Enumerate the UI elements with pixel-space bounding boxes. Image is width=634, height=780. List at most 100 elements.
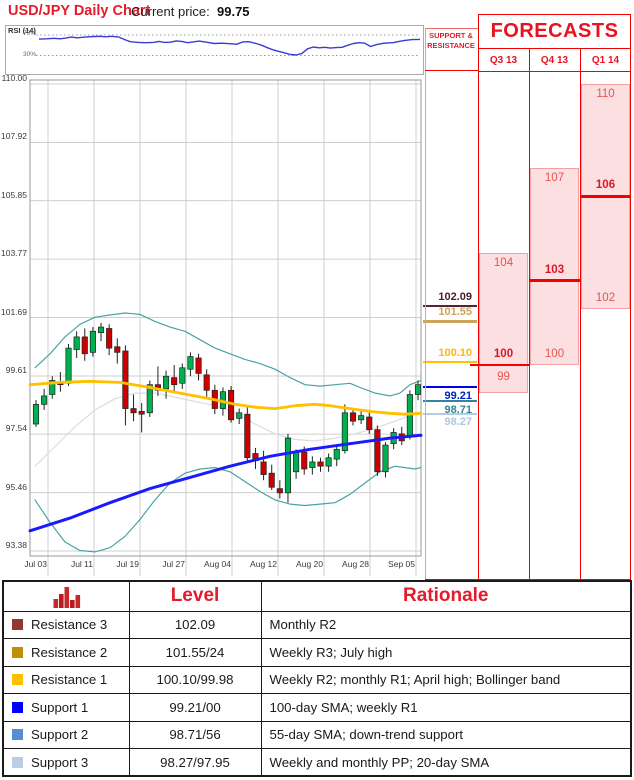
- legend-square-icon: [12, 701, 23, 713]
- candle: [414, 380, 422, 401]
- sr-line-101.55: [423, 320, 477, 323]
- rsi-upper-tick: 70%: [22, 30, 36, 37]
- sr-column-title: SUPPORT & RESISTANCE: [427, 31, 475, 50]
- forecast-high-label: 107: [544, 172, 565, 185]
- legend-square-icon: [12, 674, 23, 686]
- bar-chart-icon: [53, 587, 81, 609]
- x-tick-label: Jul 03: [24, 559, 47, 569]
- rsi-line: [38, 35, 421, 56]
- candle: [366, 412, 373, 434]
- forecast-central-line: [580, 195, 631, 198]
- y-tick-label: 101.69: [1, 306, 27, 317]
- sr-label-99.21: 99.21: [444, 389, 472, 402]
- rationale-cell: Weekly R3; July high: [260, 638, 632, 667]
- forecast-central-label: 103: [544, 263, 565, 276]
- levels-table-header: Level Rationale: [2, 580, 632, 612]
- forecast-range-Q4-13: [530, 168, 579, 365]
- forecast-high-label: 104: [493, 256, 514, 269]
- level-value-cell: 98.27/97.95: [128, 748, 262, 777]
- level-name-cell: Resistance 1: [2, 665, 130, 694]
- y-tick-label: 103.77: [1, 248, 27, 259]
- table-row: Resistance 3 102.09 Monthly R2: [2, 610, 632, 639]
- candle: [171, 365, 178, 392]
- forecast-central-label: 100: [493, 348, 514, 360]
- sma-20-line: [34, 392, 422, 467]
- candle: [154, 366, 161, 396]
- legend-square-icon: [12, 619, 23, 631]
- forecast-low-label: 99: [497, 371, 510, 383]
- candle: [162, 370, 170, 399]
- candle: [325, 453, 332, 472]
- candle: [349, 408, 357, 426]
- candle: [309, 456, 316, 475]
- rationale-cell: 100-day SMA; weekly R1: [260, 693, 632, 722]
- level-header: Level: [128, 580, 262, 612]
- candle: [260, 450, 267, 481]
- candle: [374, 425, 381, 476]
- rationale-cell: Monthly R2: [260, 610, 632, 639]
- price-chart: [28, 79, 423, 576]
- sr-label-102.09: 102.09: [438, 291, 472, 304]
- legend-square-icon: [12, 756, 23, 768]
- sr-line-98.71: [423, 400, 477, 403]
- sr-line-99.21: [423, 386, 477, 389]
- x-tick-label: Aug 12: [250, 559, 277, 569]
- candle: [276, 480, 283, 499]
- table-row: Support 3 98.27/97.95 Weekly and monthly P…: [2, 748, 632, 777]
- candle: [268, 464, 275, 491]
- level-value-cell: 98.71/56: [128, 720, 262, 749]
- level-name-cell: Support 3: [2, 748, 130, 777]
- x-tick-label: Aug 28: [342, 559, 369, 569]
- candle: [138, 402, 145, 433]
- table-row: Support 1 99.21/00 100-day SMA; weekly R1: [2, 693, 632, 722]
- candle: [89, 327, 96, 357]
- candle: [333, 446, 340, 467]
- level-value-cell: 102.09: [128, 610, 262, 639]
- forecast-quarter-label: Q3 13: [489, 55, 518, 66]
- candle: [65, 343, 72, 387]
- sr-line-102.09: [423, 305, 477, 308]
- forecast-column-divider: [529, 49, 531, 580]
- forecast-central-line: [529, 279, 580, 282]
- forecast-header-divider: [478, 71, 631, 72]
- y-tick-label: 97.54: [5, 423, 27, 434]
- y-tick-label: 93.38: [5, 540, 27, 551]
- forecast-column-divider: [580, 49, 582, 580]
- candle: [179, 363, 186, 389]
- rationale-cell: Weekly and monthly PP; 20-day SMA: [260, 748, 632, 777]
- current-price-label: Current price:: [131, 4, 210, 19]
- y-tick-label: 110.00: [1, 73, 27, 83]
- forecast-quarter-label: Q1 14: [591, 55, 620, 66]
- candle: [284, 433, 292, 503]
- candle: [195, 353, 202, 381]
- candle: [97, 322, 105, 342]
- candle: [293, 449, 300, 479]
- candle: [382, 442, 389, 478]
- bollinger-upper-line: [34, 312, 422, 397]
- candle: [203, 369, 210, 398]
- current-price-value: 99.75: [217, 4, 250, 19]
- forecast-low-label: 102: [595, 291, 616, 304]
- sr-header-divider: [425, 70, 478, 71]
- rationale-header: Rationale: [260, 580, 632, 612]
- candle: [317, 457, 324, 472]
- level-value-cell: 99.21/00: [128, 693, 262, 722]
- level-name-cell: Resistance 2: [2, 638, 130, 667]
- candle: [122, 345, 129, 426]
- sr-line-100.10: [423, 361, 477, 364]
- candle: [244, 407, 251, 462]
- x-tick-label: Sep 05: [388, 559, 415, 569]
- candle: [32, 400, 40, 427]
- rationale-cell: Weekly R2; monthly R1; April high; Bolli…: [260, 665, 632, 694]
- candle: [49, 376, 56, 399]
- candle: [358, 411, 365, 425]
- support-resistance-column: [425, 28, 478, 580]
- forecast-high-label: 110: [596, 88, 615, 100]
- sma-100-line: [28, 433, 423, 533]
- forecast-quarter-label: Q4 13: [540, 55, 569, 66]
- candle: [106, 324, 113, 356]
- sr-label-101.55: 101.55: [438, 306, 472, 319]
- legend-square-icon: [12, 646, 23, 658]
- y-tick-label: 107.92: [1, 131, 27, 142]
- x-tick-label: Jul 11: [70, 559, 93, 569]
